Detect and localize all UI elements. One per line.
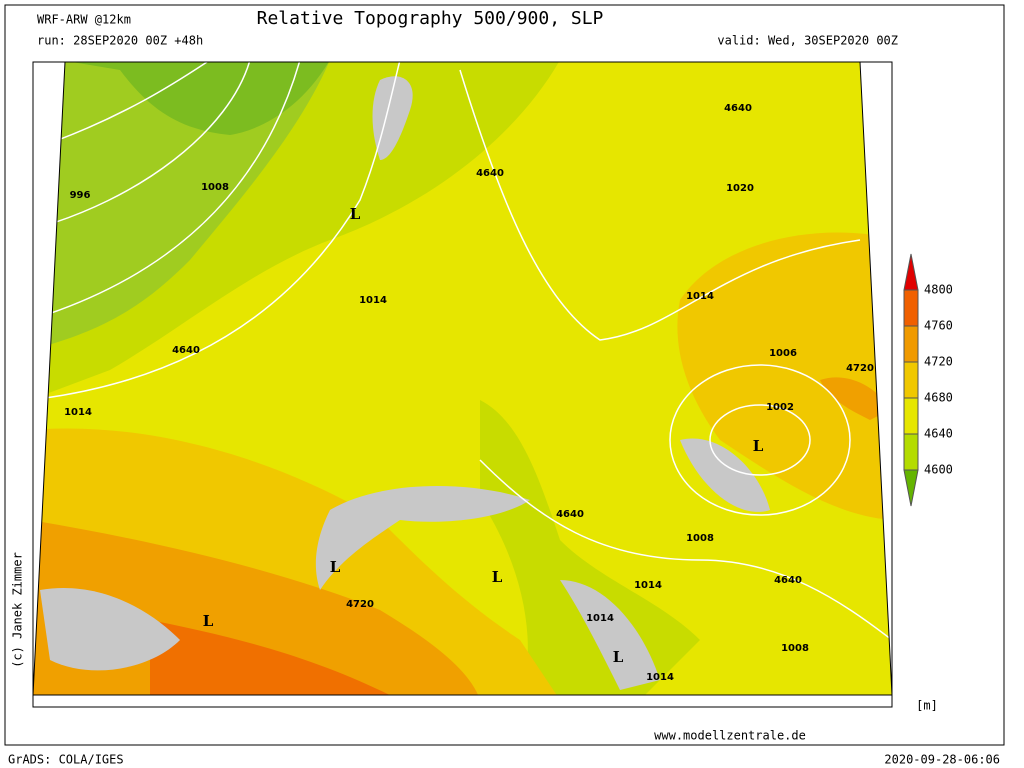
map-label: 1014 xyxy=(586,613,614,624)
credit: (c) Janek Zimmer xyxy=(11,552,25,668)
map-label: 4640 xyxy=(774,575,802,586)
outer-frame xyxy=(4,4,1005,746)
field-east-oy xyxy=(677,232,892,520)
colorbar-segment xyxy=(903,397,919,435)
map-label: 4640 xyxy=(476,168,504,179)
map-labels: 996 1008 L 1014 4640 1014 4640 4640 1020 1014 1006… xyxy=(64,103,874,683)
carpathians xyxy=(680,438,770,512)
run-label: run: 28SEP2020 00Z +48h xyxy=(37,34,203,48)
map-box xyxy=(32,61,893,708)
map-label: L xyxy=(350,205,361,223)
map-label: 4640 xyxy=(556,509,584,520)
map-label: 1014 xyxy=(64,407,92,418)
field-dorange xyxy=(150,620,400,695)
field-green xyxy=(33,62,330,350)
model-label: WRF-ARW @12km xyxy=(37,13,131,27)
colorbar-segment xyxy=(903,433,919,471)
colorbar-segment xyxy=(903,325,919,363)
map-label: 1020 xyxy=(726,183,754,194)
software: GrADS: COLA/IGES xyxy=(8,753,124,767)
map-label: 1008 xyxy=(781,643,809,654)
field-dgreen xyxy=(33,62,330,135)
colorbar-label: 4640 xyxy=(924,427,953,441)
map-label: 4720 xyxy=(846,363,874,374)
field-yg2 xyxy=(480,400,700,695)
map-label: 1014 xyxy=(646,672,674,683)
colorbar-label: 4800 xyxy=(924,283,953,297)
map-label: 996 xyxy=(70,190,91,201)
map-label: 1014 xyxy=(634,580,662,591)
balkans xyxy=(560,580,660,690)
title: Relative Topography 500/900, SLP xyxy=(257,8,604,29)
map-label: 4720 xyxy=(346,599,374,610)
map-label: 4640 xyxy=(724,103,752,114)
map-label: L xyxy=(203,612,214,630)
map-label: L xyxy=(753,437,764,455)
colorbar: 4800 4760 4720 4680 4640 4600 xyxy=(903,253,953,507)
iberia-high xyxy=(40,588,180,671)
map-label: L xyxy=(330,558,341,576)
map-label: L xyxy=(613,648,624,666)
colorbar-label: 4760 xyxy=(924,319,953,333)
map-field xyxy=(33,62,892,695)
map-label: 4640 xyxy=(172,345,200,356)
valid-label: valid: Wed, 30SEP2020 00Z xyxy=(717,34,898,48)
colorbar-label: 4720 xyxy=(924,355,953,369)
timestamp: 2020-09-28-06:06 xyxy=(884,753,1000,767)
isobars xyxy=(33,62,892,641)
map-label: L xyxy=(492,568,503,586)
colorbar-label: 4680 xyxy=(924,391,953,405)
colorbar-bottom xyxy=(903,469,919,507)
map-label: 1014 xyxy=(359,295,387,306)
field-east-orange xyxy=(820,377,890,420)
colorbar-segment xyxy=(903,361,919,399)
scandes xyxy=(372,76,413,160)
map-label: 1008 xyxy=(201,182,229,193)
unit-label: [m] xyxy=(916,699,938,713)
map-label: 1014 xyxy=(686,291,714,302)
colorbar-segment xyxy=(903,289,919,327)
colorbar-top xyxy=(903,253,919,291)
website: www.modellzentrale.de xyxy=(654,729,806,743)
map-label: 1008 xyxy=(686,533,714,544)
map-label: 1002 xyxy=(766,402,794,413)
alps xyxy=(315,486,530,590)
colorbar-label: 4600 xyxy=(924,463,953,477)
map-label: 1006 xyxy=(769,348,797,359)
